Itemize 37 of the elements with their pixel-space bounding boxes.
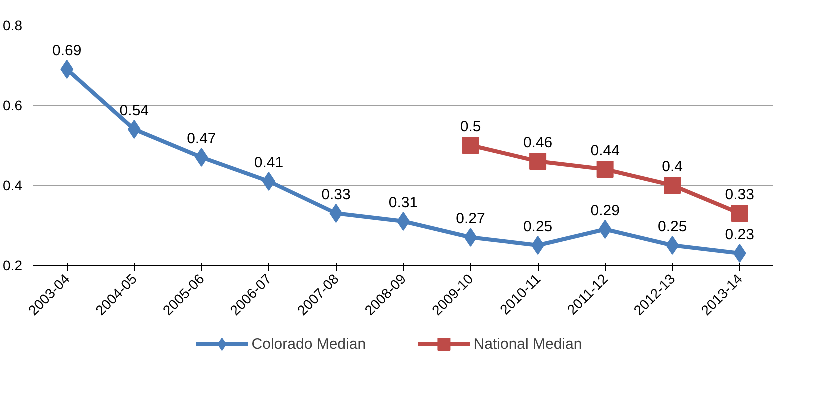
point: [532, 236, 545, 255]
point: [666, 236, 680, 255]
point: [664, 177, 682, 194]
y-tick-label: 0.6: [3, 98, 23, 114]
point: [598, 220, 612, 239]
legend-label: National Median: [474, 336, 582, 353]
point: [596, 161, 614, 178]
data-label: 0.25: [523, 218, 553, 236]
point: [128, 120, 141, 139]
data-label: 0.31: [388, 194, 418, 212]
legend-label: Colorado Median: [252, 336, 366, 353]
y-tick-label: 0.4: [3, 178, 23, 194]
data-label: 0.44: [590, 142, 620, 160]
data-label: 0.29: [590, 202, 620, 220]
data-label: 0.33: [322, 186, 351, 204]
data-label: 0.27: [456, 210, 486, 228]
data-label: 0.23: [725, 226, 754, 244]
point: [195, 148, 208, 167]
data-label: 0.4: [662, 158, 684, 176]
point: [462, 137, 480, 154]
data-label: 0.69: [52, 42, 82, 60]
data-label: 0.41: [254, 154, 284, 172]
data-label: 0.33: [725, 186, 754, 204]
point: [731, 205, 748, 222]
point: [530, 153, 547, 170]
y-tick-label: 0.2: [3, 258, 23, 274]
data-label: 0.46: [523, 134, 553, 152]
data-label: 0.54: [120, 102, 150, 120]
point: [262, 172, 276, 191]
data-label: 0.47: [187, 130, 216, 148]
data-label: 0.25: [658, 218, 688, 236]
point: [464, 228, 478, 247]
data-label: 0.5: [460, 118, 482, 136]
point: [733, 244, 746, 263]
point: [60, 60, 74, 79]
point: [330, 204, 343, 223]
y-tick-label: 0.8: [3, 18, 23, 34]
